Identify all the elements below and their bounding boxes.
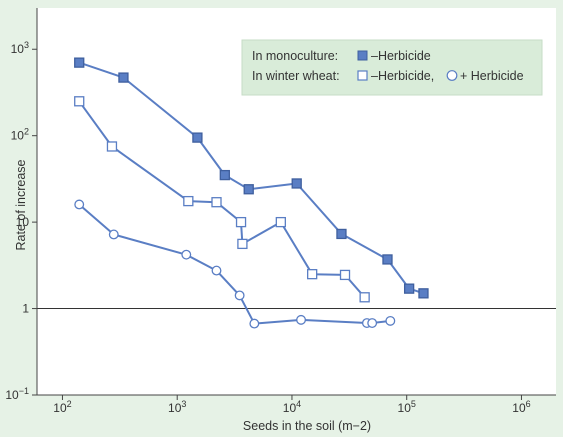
data-point [106, 141, 118, 152]
data-point [385, 315, 396, 326]
data-point [211, 197, 222, 208]
data-point [211, 265, 222, 276]
x-axis-title: Seeds in the soil (m−2) [243, 419, 371, 433]
data-point [183, 195, 194, 207]
data-point [339, 269, 351, 281]
x-tick-label: 106 [512, 399, 530, 415]
data-point [367, 318, 378, 328]
legend-line1-prefix: In monoculture: [252, 49, 338, 63]
x-tick-label: 104 [283, 399, 301, 415]
x-tick-label: 105 [398, 399, 416, 415]
y-tick-label: 10−1 [5, 386, 29, 402]
legend-open-square-icon [357, 70, 368, 81]
legend-filled-square-icon [357, 50, 368, 61]
data-point [74, 96, 85, 107]
y-tick-label: 102 [11, 127, 29, 143]
y-axis-title: Rate of increase [14, 159, 28, 250]
data-point [234, 290, 245, 301]
legend-line2-label-a: –Herbicide, [371, 69, 434, 83]
data-point [181, 249, 192, 260]
data-point [296, 314, 306, 325]
data-point [108, 229, 119, 240]
series-filled-square [74, 57, 429, 299]
data-point [237, 238, 248, 250]
data-point [336, 228, 347, 240]
data-point [307, 269, 318, 280]
y-tick-label: 1 [22, 302, 29, 316]
data-point [219, 169, 230, 181]
y-tick-label: 10 [16, 215, 30, 229]
data-point [275, 216, 286, 228]
series-open-circle [74, 199, 396, 329]
data-point [74, 57, 85, 68]
series-open-square [74, 96, 370, 303]
legend-line1-label: –Herbicide [371, 49, 431, 63]
legend-open-circle-icon [446, 70, 458, 81]
series-line [78, 100, 366, 298]
series-line [78, 61, 424, 295]
data-point [359, 292, 370, 303]
data-point [243, 184, 254, 195]
data-point [118, 72, 129, 83]
legend-line2-prefix: In winter wheat: [252, 69, 340, 83]
data-point [74, 199, 85, 210]
legend-line2-label-b: + Herbicide [460, 69, 524, 83]
y-tick-label: 103 [11, 40, 29, 56]
data-point [382, 254, 393, 265]
data-point [192, 132, 203, 143]
data-point [403, 283, 415, 294]
data-point [291, 178, 302, 189]
data-point [235, 216, 247, 228]
legend-box [241, 39, 543, 96]
x-tick-label: 102 [53, 399, 71, 415]
data-point [249, 318, 260, 329]
legend: In monoculture: –Herbicide In winter whe… [241, 39, 543, 96]
x-tick-label: 103 [168, 399, 186, 415]
data-point [418, 288, 429, 299]
